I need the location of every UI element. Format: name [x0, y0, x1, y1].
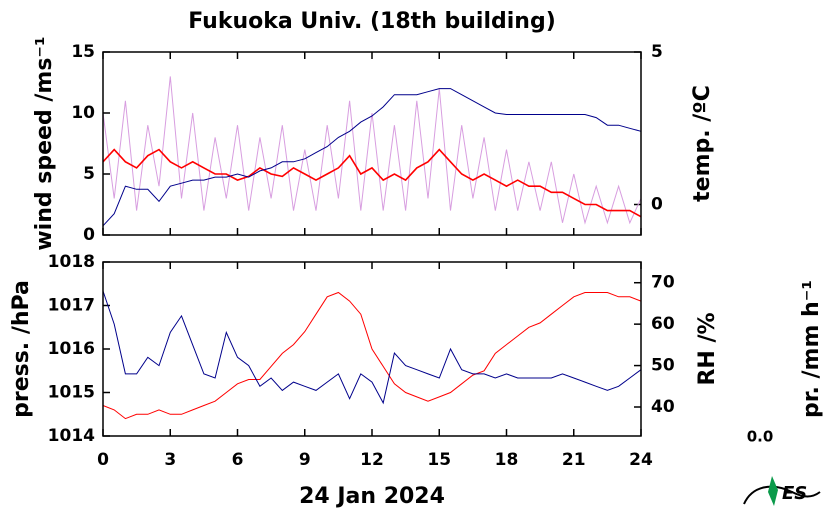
y2-axis-label: temp. /ºC: [690, 85, 715, 202]
logo-letters: ES: [782, 483, 807, 504]
precip-axis-label: pr. /mm h⁻¹: [799, 280, 824, 418]
y-axis-label: wind speed /ms⁻¹: [32, 36, 57, 250]
series-line: [102, 290, 642, 405]
y-tick-label: 1018: [48, 252, 95, 272]
y-tick-label: 1017: [48, 296, 95, 316]
x-tick-label: 3: [164, 450, 176, 470]
y2-tick-label: 0: [651, 195, 663, 215]
logo-leaf: [768, 476, 778, 506]
x-tick-label: 24: [629, 450, 653, 470]
series-line: [102, 88, 642, 227]
y-axis-label: press. /hPa: [9, 280, 34, 418]
y-tick-label: 5: [83, 164, 95, 184]
x-tick-label: 21: [562, 450, 586, 470]
y-tick-label: 1014: [48, 426, 95, 446]
y2-tick-label: 60: [651, 314, 675, 334]
precip-value-label: 0.0: [747, 428, 774, 446]
logo-swoosh: [743, 485, 821, 505]
x-tick-label: 18: [495, 450, 519, 470]
series-line: [102, 291, 642, 420]
y-tick-label: 0: [83, 225, 95, 245]
x-tick-label: 9: [299, 450, 311, 470]
y2-tick-label: 40: [651, 397, 675, 417]
series-line: [102, 76, 642, 225]
x-axis-label: 24 Jan 2024: [299, 484, 445, 509]
x-tick-label: 0: [97, 450, 109, 470]
y-tick-label: 1016: [48, 339, 95, 359]
series-line: [102, 148, 642, 218]
logo: ES: [743, 476, 821, 506]
plot-frame: [102, 51, 642, 236]
x-tick-label: 6: [232, 450, 244, 470]
y2-tick-label: 5: [651, 42, 663, 62]
x-tick-label: 12: [360, 450, 384, 470]
x-tick-label: 15: [427, 450, 451, 470]
y-tick-label: 1015: [48, 383, 95, 403]
y-tick-label: 15: [71, 42, 95, 62]
y2-axis-label: RH /%: [695, 312, 720, 385]
y2-tick-label: 50: [651, 356, 675, 376]
chart-title: Fukuoka Univ. (18th building): [188, 9, 556, 34]
y-tick-label: 10: [71, 103, 95, 123]
y2-tick-label: 70: [651, 273, 675, 293]
plot-frame: [102, 261, 642, 437]
